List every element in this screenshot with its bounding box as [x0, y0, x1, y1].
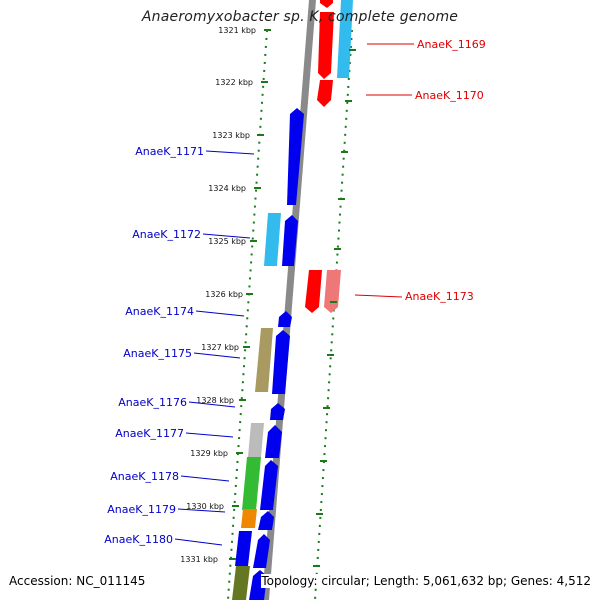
gene-arrow-anaek-1178[interactable] [260, 460, 278, 510]
kbp-label: 1325 kbp [208, 237, 246, 246]
gc-block-green [242, 457, 261, 510]
kbp-label: 1322 kbp [215, 78, 253, 87]
gene-arrow-anaek-1180[interactable] [235, 531, 252, 566]
kbp-tick-marks [229, 29, 271, 560]
gene-arrow-anaek-1169[interactable] [318, 12, 334, 79]
gc-block-cyan-reverse [337, 0, 353, 78]
kbp-label: 1324 kbp [208, 184, 246, 193]
gc-block-cyan [264, 213, 281, 266]
gc-block-khaki [255, 328, 273, 392]
gene-arrow-anaek-1168[interactable] [320, 0, 333, 8]
kbp-label: 1326 kbp [205, 290, 243, 299]
gene-label-anaek-1174[interactable]: AnaeK_1174 [125, 305, 194, 318]
gene-label-anaek-1176[interactable]: AnaeK_1176 [118, 396, 187, 409]
kbp-label: 1323 kbp [212, 131, 250, 140]
gene-arrow-anaek-1170[interactable] [317, 80, 333, 107]
kbp-label: 1328 kbp [196, 396, 234, 405]
gene-arrow-anaek-1172[interactable] [282, 215, 298, 266]
gene-label-anaek-1180[interactable]: AnaeK_1180 [104, 533, 173, 546]
gene-label-anaek-1177[interactable]: AnaeK_1177 [115, 427, 184, 440]
gene-label-anaek-1172[interactable]: AnaeK_1172 [132, 228, 201, 241]
kbp-label: 1331 kbp [180, 555, 218, 564]
gene-label-anaek-1169[interactable]: AnaeK_1169 [417, 38, 486, 51]
kbp-label: 1330 kbp [186, 502, 224, 511]
kbp-label: 1321 kbp [218, 26, 256, 35]
gene-arrow-anaek-1179[interactable] [258, 511, 274, 530]
gc-block-gray [248, 423, 264, 457]
gene-arrow-anaek-1171[interactable] [287, 108, 304, 205]
gene-arrow-anaek-1175[interactable] [272, 330, 290, 394]
kbp-label: 1329 kbp [190, 449, 228, 458]
gene-arrow-anaek-1174[interactable] [278, 311, 292, 327]
gene-label-anaek-1175[interactable]: AnaeK_1175 [123, 347, 192, 360]
gene-label-anaek-1170[interactable]: AnaeK_1170 [415, 89, 484, 102]
gene-label-anaek-1171[interactable]: AnaeK_1171 [135, 145, 204, 158]
genome-title: Anaeromyxobacter sp. K, complete genome [141, 9, 459, 25]
right-tick-marks [313, 49, 356, 567]
gene-label-anaek-1179[interactable]: AnaeK_1179 [107, 503, 176, 516]
gc-block-olive [232, 566, 250, 600]
kbp-label: 1327 kbp [201, 343, 239, 352]
gc-block-orange [241, 509, 257, 528]
gene-arrow-anaek-1176[interactable] [270, 403, 285, 420]
gene-arrow-anaek-1173-a[interactable] [305, 270, 322, 313]
gene-arrow-anaek-1173-b[interactable] [324, 270, 341, 313]
gene-arrow-anaek-1180b[interactable] [253, 534, 270, 568]
topology-text: Topology: circular; Length: 5,061,632 bp… [261, 574, 591, 588]
label-leaders [174, 43, 414, 546]
accession-text: Accession: NC_011145 [9, 574, 146, 588]
gene-arrow-anaek-1177[interactable] [265, 425, 282, 458]
gene-label-anaek-1178[interactable]: AnaeK_1178 [110, 470, 179, 483]
gene-label-anaek-1173[interactable]: AnaeK_1173 [405, 290, 474, 303]
